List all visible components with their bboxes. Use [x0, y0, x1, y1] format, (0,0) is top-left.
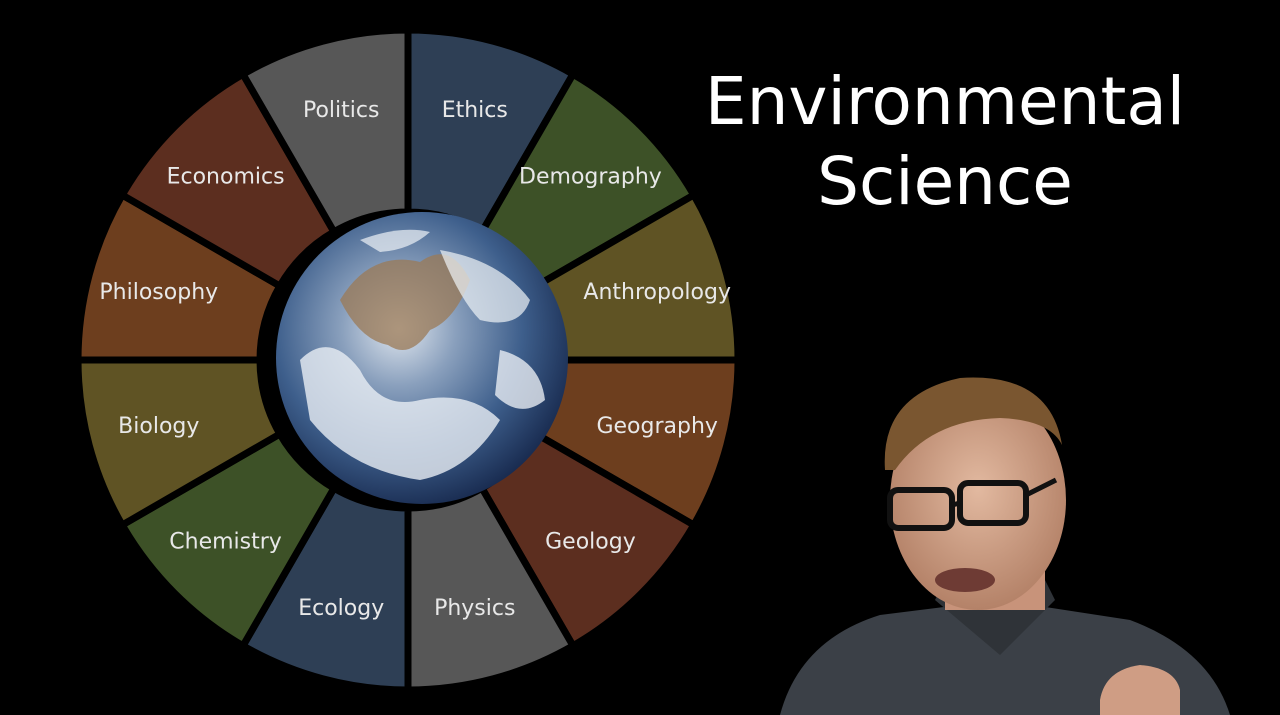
segment-label-anthropology: Anthropology	[583, 280, 731, 305]
earth-globe-icon	[276, 212, 568, 504]
segment-label-politics: Politics	[303, 98, 379, 123]
segment-label-philosophy: Philosophy	[99, 280, 218, 305]
segment-politics	[238, 26, 412, 237]
segment-label-chemistry: Chemistry	[169, 529, 282, 554]
segment-label-ethics: Ethics	[442, 98, 508, 123]
segment-label-biology: Biology	[118, 414, 199, 439]
segment-label-geography: Geography	[596, 414, 717, 439]
page-title: Environmental Science	[700, 62, 1190, 222]
segment-labels: Ethics Demography Anthropology Geography Geo…	[99, 98, 731, 621]
presenter-photo	[780, 377, 1230, 715]
discipline-wheel	[74, 26, 742, 694]
segment-label-ecology: Ecology	[298, 596, 384, 621]
segment-label-geology: Geology	[545, 529, 636, 554]
segment-label-economics: Economics	[167, 165, 285, 190]
title-line-1: Environmental	[704, 63, 1186, 140]
title-line-2: Science	[817, 143, 1073, 220]
segment-label-physics: Physics	[434, 596, 515, 621]
segment-label-demography: Demography	[519, 165, 662, 190]
